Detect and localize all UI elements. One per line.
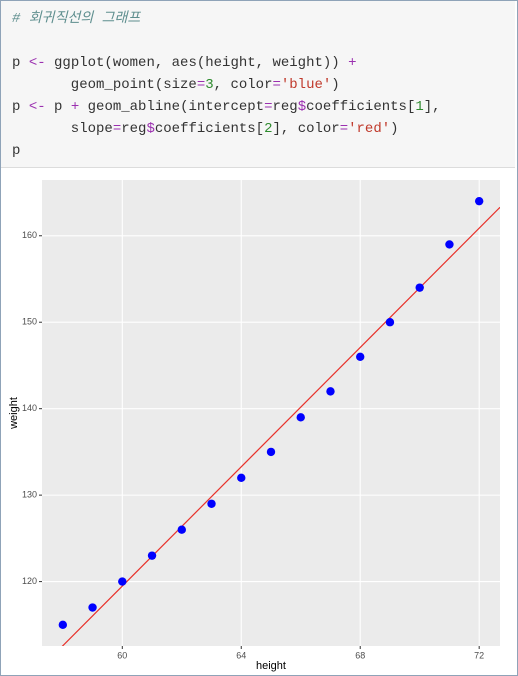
code-line: p xyxy=(12,140,20,162)
code-token: <- xyxy=(28,99,46,115)
code-token: ) xyxy=(390,121,399,137)
point xyxy=(118,577,127,586)
code-token: 3 xyxy=(205,77,214,93)
point xyxy=(177,525,186,534)
code-token: = xyxy=(339,121,349,137)
y-tick-label: 130 xyxy=(22,490,37,500)
code-token: = xyxy=(196,77,206,93)
code-token: $ xyxy=(297,99,307,115)
code-line: geom_point(size=3, color='blue') xyxy=(12,74,340,96)
code-token: 'blue' xyxy=(280,77,332,93)
code-token: 'red' xyxy=(348,121,391,137)
x-tick-label: 64 xyxy=(236,650,246,660)
point xyxy=(296,413,305,422)
code-token: = xyxy=(272,77,281,93)
x-tick-label: 60 xyxy=(117,650,127,660)
code-token: reg xyxy=(121,121,147,137)
y-tick-label: 160 xyxy=(22,230,37,240)
code-line: # 회귀직선의 그래프 xyxy=(12,8,140,30)
code-token: p xyxy=(12,99,29,115)
code-line: p <- ggplot(women, aes(height, weight)) … xyxy=(12,52,356,74)
y-axis-label: weight xyxy=(8,397,20,430)
regression-line xyxy=(61,206,500,646)
code-token: ], color xyxy=(272,121,340,137)
code-token: 1 xyxy=(415,99,424,115)
point xyxy=(88,603,97,612)
code-token: p xyxy=(45,99,71,115)
point xyxy=(266,447,276,457)
point xyxy=(356,352,365,362)
code-token: # 회귀직선의 그래프 xyxy=(12,11,141,27)
code-token: , color xyxy=(213,77,273,93)
point xyxy=(445,240,454,249)
code-line: slope=reg$coefficients[2], color='red') xyxy=(12,118,399,140)
code-token: ggplot(women, aes(height, weight)) xyxy=(45,55,349,71)
code-token: ) xyxy=(331,77,340,93)
point xyxy=(474,196,484,206)
code-block: # 회귀직선의 그래프 p <- ggplot(women, aes(height… xyxy=(1,1,515,168)
y-tick-label: 120 xyxy=(22,576,37,586)
code-token: coefficients[ xyxy=(154,121,265,137)
point xyxy=(58,620,68,630)
point xyxy=(237,473,246,483)
code-token: coefficients[ xyxy=(306,99,416,115)
code-line: p <- p + geom_abline(intercept=reg$coeff… xyxy=(12,96,441,118)
code-token: + xyxy=(70,99,80,115)
y-tick-label: 140 xyxy=(22,403,37,413)
code-token: p xyxy=(12,55,29,71)
code-token: slope xyxy=(12,121,113,137)
point xyxy=(207,499,216,508)
code-token: <- xyxy=(28,55,46,71)
panel xyxy=(42,180,500,646)
code-token: geom_abline(intercept xyxy=(79,99,265,115)
point xyxy=(415,283,424,292)
code-token: = xyxy=(264,99,273,115)
y-tick-label: 150 xyxy=(22,317,37,327)
code-token: ], xyxy=(423,99,441,115)
code-token: 2 xyxy=(264,121,273,137)
code-token: geom_point(size xyxy=(12,77,197,93)
code-token: + xyxy=(348,55,357,71)
x-tick-label: 72 xyxy=(474,650,484,660)
x-tick-label: 68 xyxy=(355,650,365,660)
point xyxy=(147,551,157,560)
point xyxy=(385,318,395,327)
code-token: p xyxy=(12,143,21,159)
code-token: = xyxy=(112,121,122,137)
x-axis-label: height xyxy=(256,660,286,672)
code-token: reg xyxy=(272,99,298,115)
code-token: $ xyxy=(146,121,155,137)
point xyxy=(326,387,335,396)
